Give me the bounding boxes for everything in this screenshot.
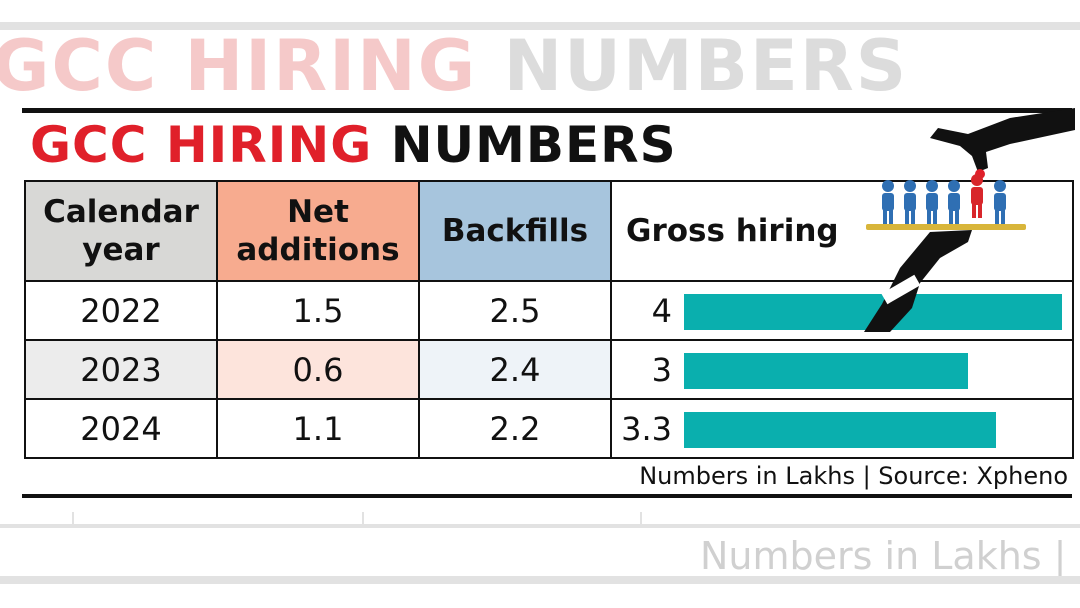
gross-hiring-value: 3.3 [621,409,672,448]
header-backfills: Backfills [418,180,612,282]
net-additions-cell: 1.1 [216,398,420,459]
ghost-title: GCC HIRING NUMBERS [0,25,909,107]
gross-hiring-bar [684,353,968,389]
year-cell: 2023 [24,339,218,400]
people-figures-icon [882,174,1006,224]
backfills-cell: 2.5 [418,280,612,341]
ghost-tick [362,512,364,526]
header-net-additions: Net additions [216,180,420,282]
top-rule [22,108,1072,113]
ghost-top-rule [0,22,1080,30]
net-additions-cell: 1.5 [216,280,420,341]
table-row: 2022 1.5 2.5 4 [24,280,1074,341]
header-row: Calendar year Net additions Backfills Gr… [24,180,1074,282]
header-gross-hiring: Gross hiring [610,180,1074,282]
source-note: Numbers in Lakhs | Source: Xpheno [639,462,1068,490]
gross-hiring-bar [684,412,996,448]
lower-hand-icon [864,230,972,332]
upper-hand-icon [930,108,1075,179]
backfills-cell: 2.2 [418,398,612,459]
gross-hiring-value: 3 [651,350,672,389]
backfills-cell: 2.4 [418,339,612,400]
gross-hiring-cell: 3 [610,339,1074,400]
gross-hiring-value: 4 [651,291,672,330]
ghost-tick [640,512,642,526]
year-cell: 2022 [24,280,218,341]
table-row: 2024 1.1 2.2 3.3 [24,398,1074,459]
ghost-source-note: Numbers in Lakhs | So [700,534,1080,578]
table-row: 2023 0.6 2.4 3 [24,339,1074,400]
hiring-table: Calendar year Net additions Backfills Gr… [24,180,1074,459]
ghost-mid-rule [0,524,1080,528]
gross-hiring-cell: 3.3 [610,398,1074,459]
year-cell: 2024 [24,398,218,459]
ghost-tick [72,512,74,526]
net-additions-cell: 0.6 [216,339,420,400]
ghost-bottom-rule [0,576,1080,584]
header-calendar-year: Calendar year [24,180,218,282]
hiring-hands-illustration [864,108,1075,332]
chart-title: GCC HIRING NUMBERS [30,116,677,174]
bottom-rule [22,494,1072,498]
tray-icon [866,224,1026,230]
title-dark-part: NUMBERS [390,116,677,174]
title-red-part: GCC HIRING [30,116,373,174]
